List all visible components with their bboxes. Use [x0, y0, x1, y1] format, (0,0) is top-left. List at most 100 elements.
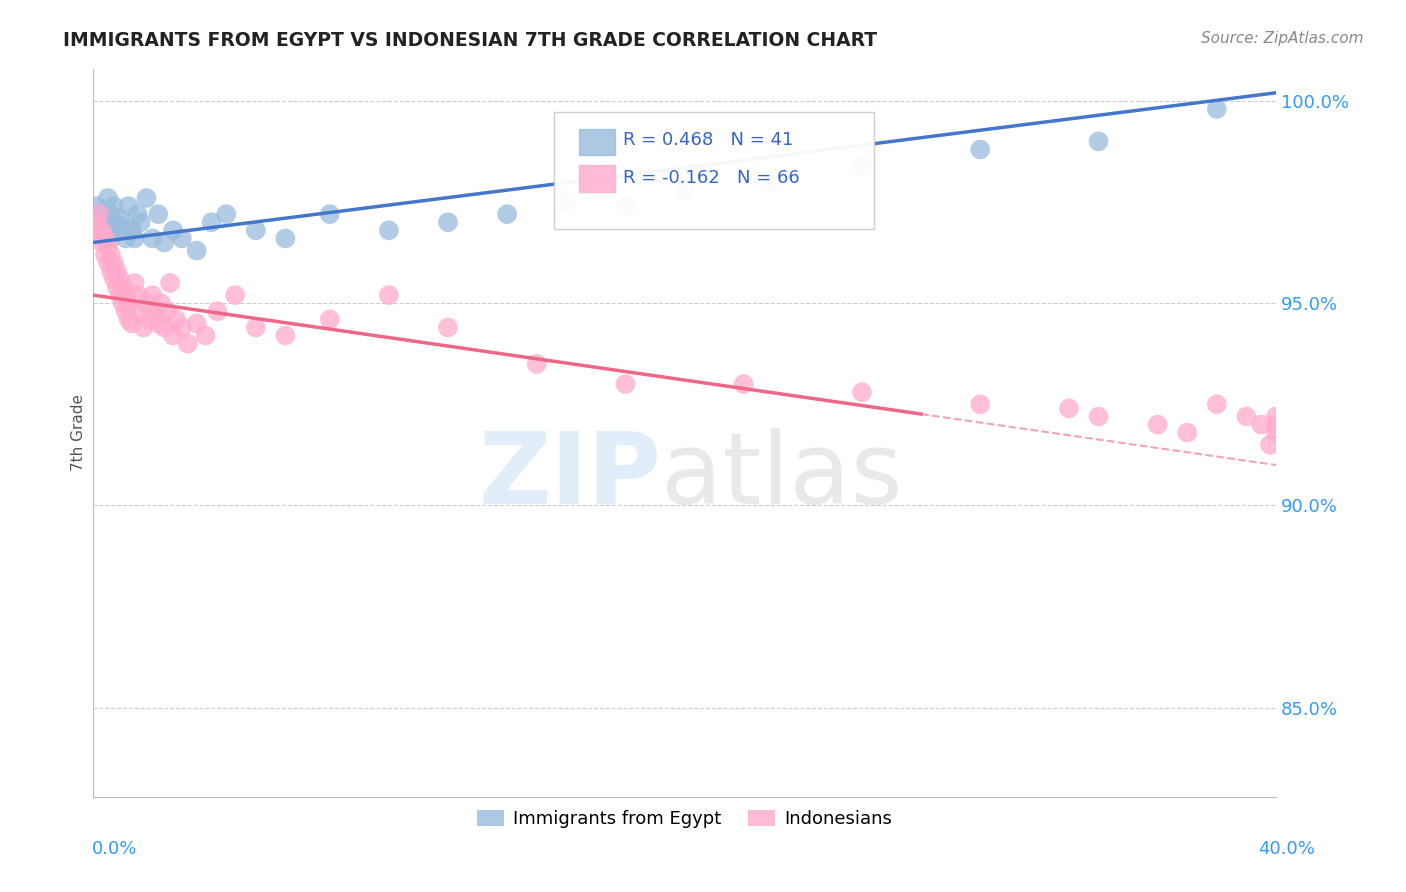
Legend: Immigrants from Egypt, Indonesians: Immigrants from Egypt, Indonesians	[470, 803, 900, 835]
Point	[138, 312, 160, 326]
Point	[1205, 102, 1227, 116]
Point	[614, 199, 637, 213]
Point	[105, 280, 128, 294]
Point	[851, 385, 873, 400]
Point	[118, 312, 141, 326]
Point	[762, 175, 785, 189]
Point	[94, 247, 117, 261]
Text: 0.0%: 0.0%	[91, 840, 136, 858]
Text: R = -0.162   N = 66: R = -0.162 N = 66	[623, 169, 800, 186]
Point	[1265, 425, 1288, 440]
Point	[121, 317, 143, 331]
Point	[555, 194, 578, 209]
Point	[87, 207, 110, 221]
Point	[153, 320, 176, 334]
Point	[84, 215, 107, 229]
Point	[851, 159, 873, 173]
Point	[156, 304, 179, 318]
Text: atlas: atlas	[661, 428, 903, 524]
Point	[614, 377, 637, 392]
Point	[114, 304, 136, 318]
Point	[245, 223, 267, 237]
Point	[127, 288, 149, 302]
Point	[673, 183, 696, 197]
Point	[1057, 401, 1080, 416]
Point	[143, 304, 166, 318]
Point	[1265, 409, 1288, 424]
Point	[91, 223, 114, 237]
Point	[148, 317, 170, 331]
Point	[124, 276, 146, 290]
Point	[170, 231, 193, 245]
Point	[129, 215, 152, 229]
Point	[1087, 134, 1109, 148]
Point	[186, 244, 208, 258]
Point	[165, 312, 187, 326]
Point	[97, 191, 120, 205]
Point	[124, 231, 146, 245]
Y-axis label: 7th Grade: 7th Grade	[72, 394, 86, 471]
Point	[162, 223, 184, 237]
Point	[103, 215, 125, 229]
Point	[200, 215, 222, 229]
Point	[97, 239, 120, 253]
Point	[111, 280, 134, 294]
Point	[1175, 425, 1198, 440]
Point	[108, 211, 131, 226]
Point	[87, 207, 110, 221]
Point	[224, 288, 246, 302]
Point	[100, 207, 122, 221]
Point	[111, 296, 134, 310]
Point	[319, 207, 342, 221]
Point	[94, 223, 117, 237]
Point	[103, 256, 125, 270]
Text: 40.0%: 40.0%	[1258, 840, 1315, 858]
Point	[274, 328, 297, 343]
Point	[105, 223, 128, 237]
Point	[118, 199, 141, 213]
Point	[108, 288, 131, 302]
Point	[1234, 409, 1257, 424]
Point	[194, 328, 217, 343]
Point	[1258, 438, 1281, 452]
Point	[100, 231, 122, 245]
Point	[132, 320, 155, 334]
Point	[170, 320, 193, 334]
Point	[969, 143, 991, 157]
Point	[437, 215, 460, 229]
Point	[129, 304, 152, 318]
Point	[969, 397, 991, 411]
Point	[215, 207, 238, 221]
Point	[153, 235, 176, 250]
FancyBboxPatch shape	[554, 112, 873, 228]
Point	[245, 320, 267, 334]
Point	[1087, 409, 1109, 424]
Point	[100, 264, 122, 278]
Point	[141, 231, 163, 245]
Point	[733, 377, 755, 392]
Point	[105, 264, 128, 278]
Point	[103, 272, 125, 286]
Point	[94, 231, 117, 245]
Point	[437, 320, 460, 334]
Point	[1250, 417, 1272, 432]
Point	[274, 231, 297, 245]
Point	[496, 207, 519, 221]
Point	[121, 223, 143, 237]
Point	[526, 357, 548, 371]
Point	[91, 235, 114, 250]
Point	[148, 207, 170, 221]
Point	[118, 296, 141, 310]
Point	[1205, 397, 1227, 411]
Point	[100, 247, 122, 261]
Point	[135, 191, 157, 205]
Point	[378, 288, 401, 302]
FancyBboxPatch shape	[579, 165, 614, 192]
Point	[97, 256, 120, 270]
Point	[108, 272, 131, 286]
Point	[159, 276, 181, 290]
Point	[186, 317, 208, 331]
Text: IMMIGRANTS FROM EGYPT VS INDONESIAN 7TH GRADE CORRELATION CHART: IMMIGRANTS FROM EGYPT VS INDONESIAN 7TH …	[63, 31, 877, 50]
Point	[162, 328, 184, 343]
Point	[127, 207, 149, 221]
